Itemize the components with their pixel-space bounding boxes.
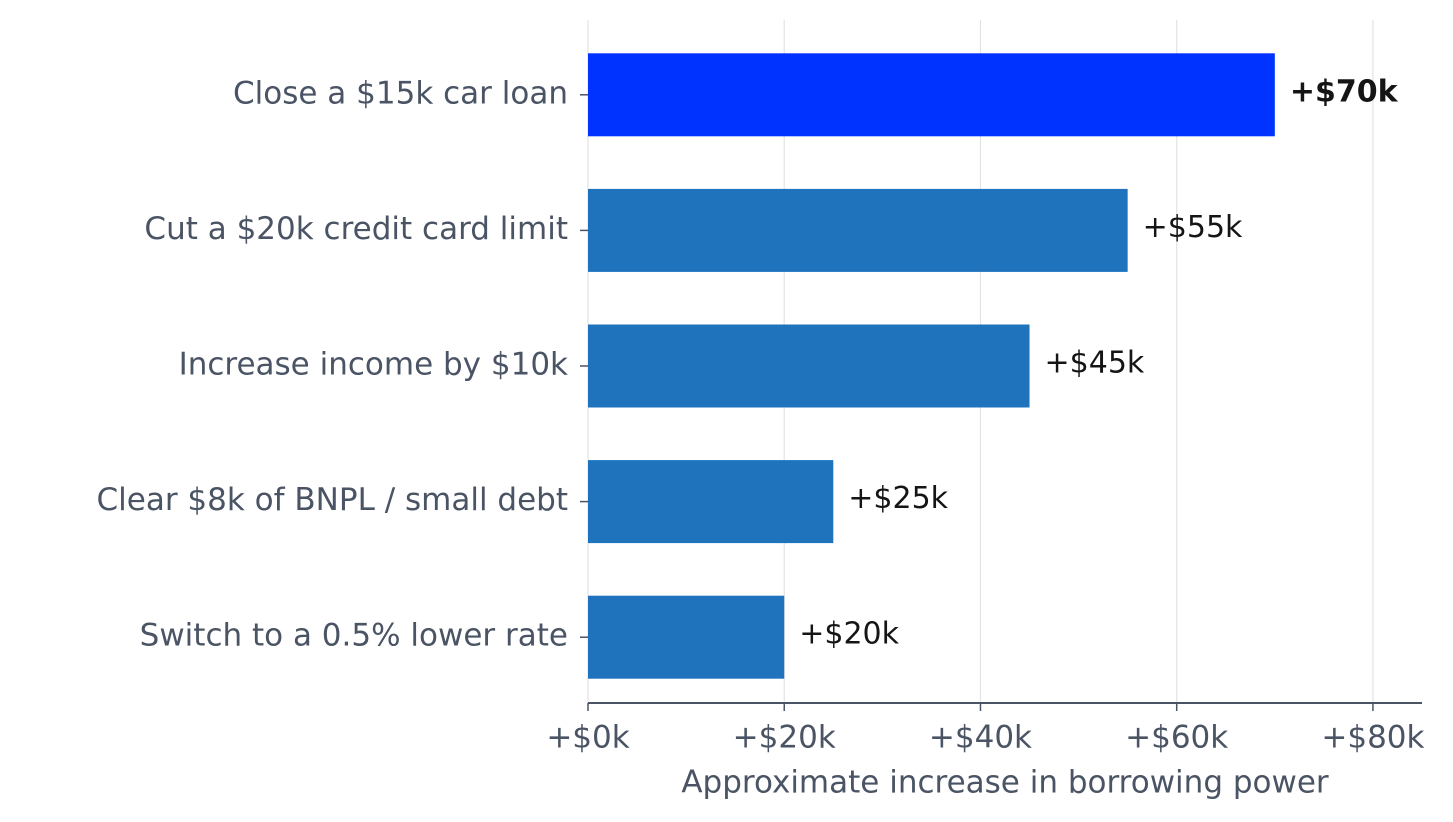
- x-tick-label: +$0k: [546, 720, 629, 756]
- y-tick-label: Cut a $20k credit card limit: [144, 211, 568, 247]
- bar: [588, 53, 1275, 137]
- y-tick-label: Clear $8k of BNPL / small debt: [97, 482, 569, 518]
- x-tick-label: +$80k: [1321, 720, 1424, 756]
- x-tick-label: +$60k: [1125, 720, 1228, 756]
- value-label: +$20k: [799, 617, 899, 652]
- value-label: +$45k: [1045, 346, 1145, 381]
- y-tick-label: Switch to a 0.5% lower rate: [140, 618, 568, 654]
- bar: [588, 324, 1030, 408]
- bar: [588, 188, 1128, 272]
- bar: [588, 595, 785, 679]
- x-tick-label: +$20k: [733, 720, 836, 756]
- x-tick-label: +$40k: [929, 720, 1032, 756]
- x-axis-label: Approximate increase in borrowing power: [681, 765, 1329, 801]
- y-tick-label: Close a $15k car loan: [233, 75, 568, 111]
- y-tick-label: Increase income by $10k: [179, 347, 568, 383]
- value-label: +$55k: [1143, 210, 1243, 245]
- value-label: +$25k: [848, 481, 948, 516]
- value-label: +$70k: [1290, 74, 1399, 109]
- bar: [588, 460, 834, 544]
